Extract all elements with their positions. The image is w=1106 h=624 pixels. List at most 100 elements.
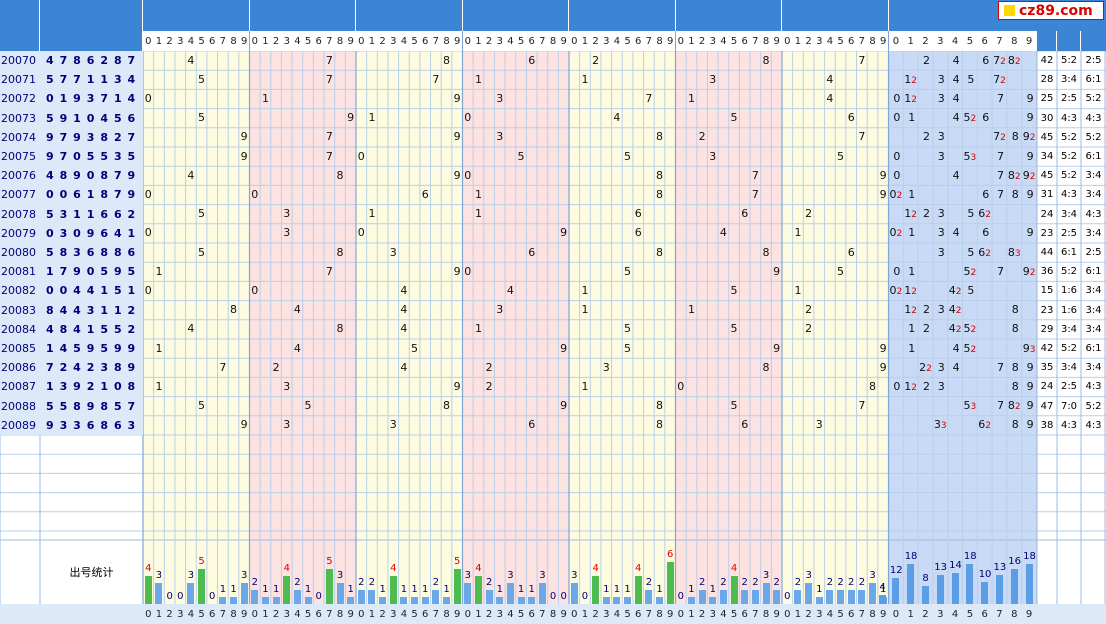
- ratio2-cell: 5:2: [1085, 400, 1102, 412]
- distribution-mark: 9: [1026, 379, 1034, 393]
- draw-digit: 4: [86, 284, 95, 298]
- distribution-mark: 1: [908, 322, 916, 336]
- draw-digit: 9: [73, 380, 81, 394]
- position-mark: 8: [336, 245, 344, 259]
- stat-count: 2: [794, 577, 802, 588]
- stat-bar: [1025, 564, 1033, 604]
- ratio1-cell: 5:2: [1060, 170, 1078, 182]
- footer-digit: 4: [294, 608, 301, 620]
- footer-digit: 0: [571, 608, 578, 620]
- ratio2-cell: 2:5: [1085, 55, 1102, 67]
- footer-digit: 6: [741, 608, 748, 620]
- draw-digit: 3: [59, 380, 68, 394]
- stat-count: 4: [283, 563, 290, 574]
- draw-digit: 6: [100, 207, 108, 221]
- draw-digit: 9: [127, 188, 136, 202]
- period-cell: 20080: [0, 243, 40, 263]
- position-mark: 1: [155, 341, 163, 355]
- position-mark: 0: [144, 226, 152, 240]
- sum-cell: 42: [1040, 343, 1054, 355]
- distribution-mark: 1: [908, 341, 916, 355]
- draw-digit: 1: [100, 380, 108, 394]
- draw-digit: 9: [86, 399, 95, 413]
- position-mark: 1: [261, 91, 269, 105]
- footer-digit: 5: [837, 608, 844, 620]
- draw-digit: 3: [113, 150, 122, 164]
- stat-count: 2: [432, 577, 440, 588]
- site-logo[interactable]: cz89.com: [998, 1, 1104, 20]
- period-cell: 20088: [0, 396, 40, 416]
- draw-digit: 5: [45, 399, 54, 413]
- stat-count: 6: [666, 549, 674, 560]
- position-mark: 1: [581, 283, 589, 297]
- digit-header: 8: [547, 31, 559, 51]
- position-mark: 4: [826, 91, 834, 105]
- stat-bar: [996, 575, 1003, 604]
- repeat-count: 2: [896, 190, 903, 201]
- digit-header: 6: [739, 31, 751, 51]
- digit-header: 2: [270, 31, 282, 51]
- draw-digit: 1: [127, 226, 136, 240]
- digit-header: 3: [600, 31, 612, 51]
- draw-digit: 8: [59, 322, 68, 336]
- stat-count: 1: [496, 584, 503, 595]
- ratio2-cell: 6:1: [1085, 266, 1102, 278]
- draw-digit: 0: [45, 92, 54, 106]
- draw-digit: 6: [86, 418, 95, 432]
- stat-count: 16: [1008, 555, 1022, 567]
- dist-digit-header: 6: [977, 31, 993, 51]
- footer-digit: 2: [272, 608, 280, 620]
- footer-digit: 6: [528, 608, 535, 620]
- distribution-mark: 9: [1026, 360, 1034, 374]
- position-mark: 7: [219, 360, 227, 374]
- footer-digit: 9: [879, 608, 887, 620]
- footer-digit: 3: [816, 608, 823, 620]
- repeat-count: 2: [955, 306, 962, 317]
- position-mark: 7: [325, 72, 333, 86]
- draw-header: [40, 0, 143, 51]
- period-cell: 20082: [0, 281, 40, 301]
- ratio2-cell: 3:4: [1085, 227, 1102, 239]
- distribution-mark: 12: [904, 283, 918, 297]
- footer-digit: 2: [485, 608, 493, 620]
- draw-digit: 3: [73, 418, 81, 432]
- footer-digit: 1: [794, 608, 802, 620]
- position-mark: 6: [528, 245, 536, 259]
- repeat-count: 2: [911, 210, 918, 221]
- position-mark: 9: [879, 187, 887, 201]
- stat-bar: [336, 583, 344, 604]
- stat-bar: [261, 597, 269, 604]
- draw-digit: 7: [113, 188, 122, 202]
- footer-digit: 5: [411, 608, 418, 620]
- position-mark: 9: [240, 130, 248, 144]
- footer-digit: 8: [443, 608, 450, 620]
- footer-digit: 0: [677, 608, 684, 620]
- draw-digit: 1: [86, 188, 95, 202]
- draw-digit: 9: [86, 342, 95, 356]
- stat-bar: [858, 590, 866, 604]
- position-mark: 5: [837, 264, 845, 278]
- ratio1-cell: 1:6: [1060, 304, 1078, 316]
- draw-digit: 5: [100, 322, 108, 336]
- digit-header: 0: [143, 31, 154, 51]
- stat-count: 2: [645, 577, 653, 588]
- position-header: [675, 0, 782, 31]
- draw-digit: 8: [73, 399, 81, 413]
- digit-header: 2: [590, 31, 601, 51]
- position-mark: 8: [656, 399, 663, 413]
- draw-digit: 4: [73, 284, 81, 298]
- dist-digit-header: 2: [918, 31, 933, 51]
- position-mark: 9: [240, 418, 248, 432]
- position-mark: 5: [624, 264, 632, 278]
- draw-digit: 2: [127, 303, 136, 317]
- draw-digit: 1: [113, 303, 122, 317]
- stat-count: 0: [166, 591, 173, 602]
- footer-digit: 0: [784, 608, 791, 620]
- draw-digit: 0: [45, 226, 54, 240]
- stat-count: 0: [677, 591, 684, 602]
- repeat-count: 2: [1014, 402, 1021, 413]
- draw-digit: 7: [73, 73, 81, 87]
- stat-bar: [517, 597, 525, 604]
- repeat-count: 2: [955, 286, 962, 297]
